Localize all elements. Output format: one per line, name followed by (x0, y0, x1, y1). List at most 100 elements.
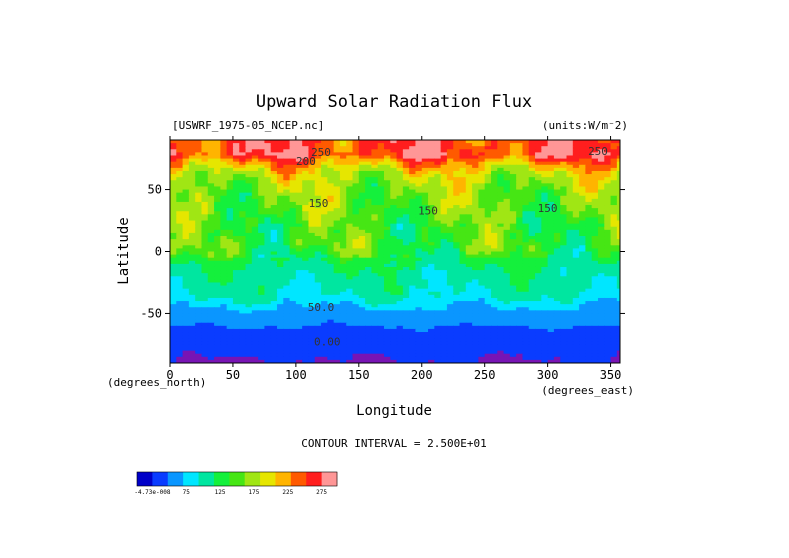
heat-cell (352, 186, 360, 191)
heat-cell (440, 167, 448, 172)
heat-cell (440, 198, 448, 203)
heat-cell (535, 245, 542, 250)
heat-cell (402, 328, 410, 333)
heat-cell (176, 164, 184, 169)
heat-cell (346, 254, 354, 259)
heat-cell (516, 161, 524, 166)
heat-cell (572, 257, 580, 262)
heat-cell (547, 341, 555, 346)
heat-cell (264, 167, 272, 172)
heat-cell (226, 304, 234, 308)
heat-cell (528, 319, 536, 324)
heat-cell (321, 195, 328, 200)
heat-cell (396, 164, 404, 169)
heat-cell (472, 347, 479, 352)
heat-cell (239, 164, 247, 169)
heat-cell (226, 201, 234, 206)
heat-cell (170, 140, 177, 144)
heat-cell (377, 260, 385, 265)
heat-cell (478, 285, 486, 290)
heat-cell (226, 180, 234, 184)
heat-cell (610, 146, 618, 150)
heat-cell (321, 232, 328, 237)
heat-cell (579, 273, 586, 277)
heat-cell (170, 229, 177, 234)
heat-cell (383, 263, 391, 268)
heat-cell (440, 254, 448, 259)
heat-cell (566, 335, 574, 339)
heat-cell (352, 335, 360, 339)
heat-cell (195, 223, 203, 228)
heat-cell (604, 161, 612, 166)
heat-cell (339, 140, 347, 144)
heat-cell (327, 195, 335, 200)
heat-cell (396, 201, 404, 206)
heat-cell (572, 282, 580, 287)
heat-cell (409, 344, 417, 349)
heat-cell (579, 347, 586, 352)
heat-cell (207, 161, 215, 166)
heat-cell (616, 198, 620, 203)
heat-cell (245, 180, 253, 184)
heat-cell (333, 341, 341, 346)
heat-cell (308, 301, 316, 305)
heat-cell (251, 214, 259, 219)
heat-cell (572, 223, 580, 228)
heat-cell (503, 335, 511, 339)
heat-cell (616, 201, 620, 206)
heat-cell (446, 328, 454, 333)
heat-cell (201, 316, 209, 321)
heat-cell (478, 152, 486, 157)
heat-cell (547, 245, 555, 250)
heat-cell (239, 242, 247, 246)
heat-cell (201, 304, 209, 308)
heat-cell (396, 208, 404, 212)
heat-cell (547, 214, 555, 219)
heat-cell (535, 350, 542, 355)
heat-cell (503, 158, 511, 163)
heat-cell (585, 164, 593, 169)
heat-cell (264, 140, 272, 144)
heat-cell (428, 174, 435, 178)
heat-cell (509, 257, 517, 262)
heat-cell (409, 220, 417, 225)
heat-cell (245, 276, 253, 280)
heat-cell (390, 316, 398, 321)
heat-cell (170, 248, 177, 253)
heat-cell (604, 316, 612, 321)
heat-cell (358, 177, 366, 181)
heat-cell (428, 158, 435, 163)
heat-cell (170, 192, 177, 197)
heat-cell (295, 245, 303, 250)
heat-cell (195, 186, 203, 191)
heat-cell (528, 316, 536, 321)
heat-cell (459, 347, 467, 352)
heat-cell (516, 186, 524, 191)
heat-cell (610, 239, 618, 243)
heat-cell (528, 195, 536, 200)
heat-cell (459, 226, 467, 231)
heat-cell (528, 198, 536, 203)
heat-cell (560, 328, 568, 333)
heat-cell (478, 322, 486, 327)
heat-cell (497, 344, 505, 349)
heat-cell (295, 279, 303, 284)
heat-cell (428, 260, 435, 265)
heat-cell (170, 260, 177, 265)
heat-cell (421, 170, 429, 175)
heat-cell (446, 322, 454, 327)
heat-cell (245, 214, 253, 219)
heat-cell (484, 310, 492, 315)
heat-cell (251, 177, 259, 181)
heat-cell (264, 307, 272, 311)
heat-cell (226, 328, 234, 333)
heat-cell (465, 149, 473, 153)
heat-cell (195, 310, 203, 315)
heat-cell (365, 152, 372, 157)
heat-cell (528, 263, 536, 268)
heat-cell (283, 325, 291, 330)
heat-cell (402, 217, 410, 222)
heat-cell (535, 313, 542, 318)
heat-cell (339, 226, 347, 231)
heat-cell (258, 257, 265, 262)
